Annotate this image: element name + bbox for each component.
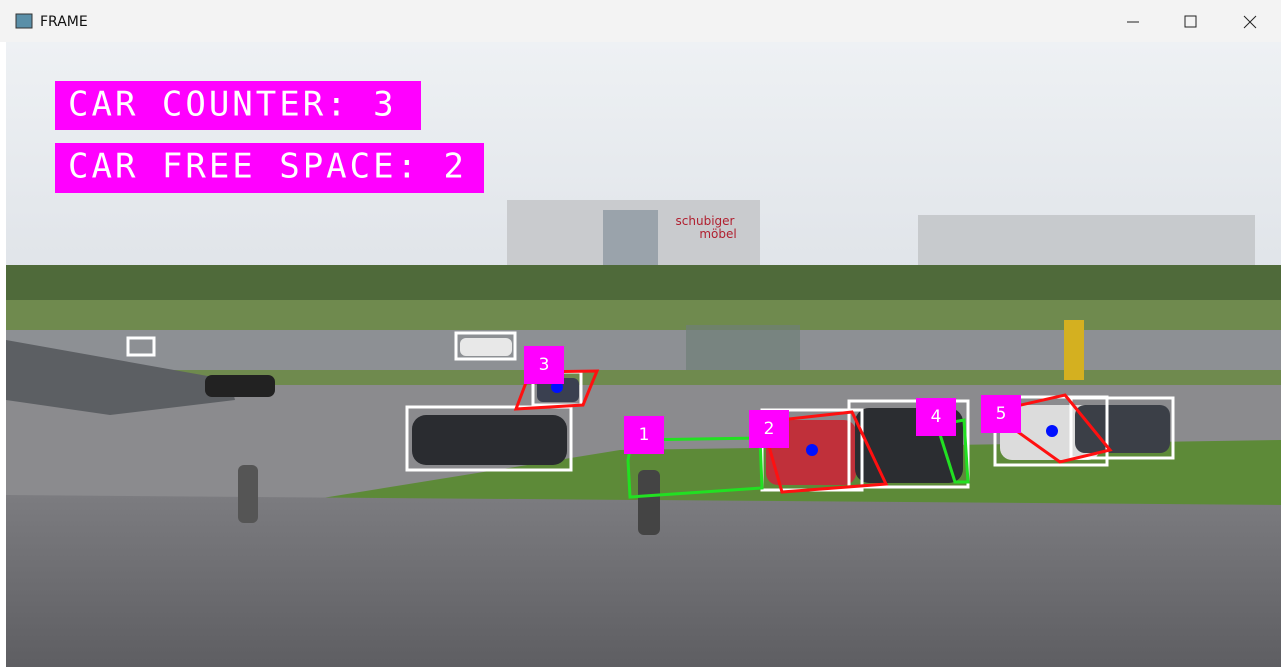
maximize-button[interactable] <box>1184 15 1197 28</box>
zone-label: 2 <box>764 419 775 439</box>
zones <box>513 369 1113 499</box>
zone-label: 3 <box>539 355 550 375</box>
zone-label: 1 <box>639 425 650 445</box>
zone-label: 5 <box>996 404 1007 424</box>
video-frame: schubiger möbel <box>6 42 1281 667</box>
window-title: FRAME <box>40 14 88 30</box>
svg-text:schubiger: schubiger <box>676 214 735 228</box>
zone-label: 4 <box>931 407 942 427</box>
car-counter: CAR COUNTER: 3 <box>68 85 397 125</box>
zone-labels: 1 2 3 4 5 <box>524 346 1021 454</box>
app-icon <box>15 13 33 29</box>
free-space: CAR FREE SPACE: 2 <box>68 147 467 187</box>
svg-text:möbel: möbel <box>699 227 736 241</box>
counters: CAR COUNTER: 3 CAR FREE SPACE: 2 <box>55 81 484 193</box>
close-button[interactable] <box>1243 15 1257 29</box>
pedestrians <box>238 465 660 535</box>
title-bar: FRAME <box>0 0 1281 42</box>
